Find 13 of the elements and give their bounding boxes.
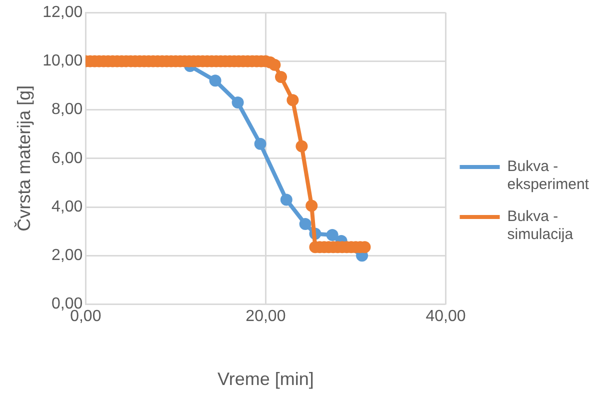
y-tick-label: 4,00 — [52, 198, 83, 216]
x-axis-title: Vreme [min] — [218, 369, 314, 390]
y-tick-label: 12,00 — [42, 4, 83, 22]
y-tick-label: 8,00 — [52, 101, 83, 118]
x-tick-label: 20,00 — [246, 308, 286, 326]
y-tick-label: 6,00 — [52, 150, 83, 167]
y-axis-title: Čvrsta materija [g] — [14, 85, 34, 232]
x-tick-label: 40,00 — [426, 308, 466, 326]
y-tick-label: 10,00 — [42, 52, 83, 70]
legend-label: Bukva - simulacija — [507, 208, 574, 244]
x-tick-label: 0,00 — [70, 308, 102, 326]
y-tick-label: 2,00 — [52, 247, 83, 264]
legend-label: Bukva - eksperiment — [507, 158, 590, 194]
